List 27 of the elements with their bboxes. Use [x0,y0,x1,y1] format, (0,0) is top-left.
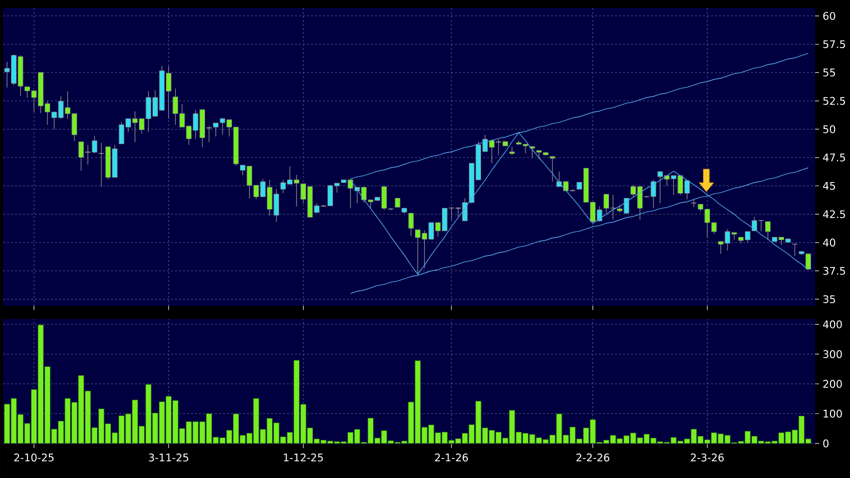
y-tick-label: 55 [823,68,835,76]
y-tick-label: 47.5 [823,154,845,162]
y-tick-label: 45 [823,182,835,190]
y-tick-label: 50 [823,125,836,134]
candlestick [550,156,556,182]
y-tick-label: 300 [823,350,842,358]
candlestick [765,221,771,240]
y-tick-label: 100 [824,410,842,418]
y-tick-label: 57.5 [823,40,845,48]
y-tick-label: 40 [823,238,836,246]
x-tick-label: 1-12-25 [284,454,323,462]
y-tick-label: 52.5 [823,96,845,105]
candlestick [509,146,515,156]
y-tick-label: 37.5 [823,266,845,275]
x-tick-label: 2-10-25 [14,454,54,462]
y-tick-label: 60 [823,12,836,20]
candlestick [408,212,414,236]
x-tick-label: 2-1-26 [435,454,468,462]
y-tick-label: 35 [823,295,835,304]
x-tick-label: 3-11-25 [148,454,188,462]
x-tick-label: 2-2-26 [576,454,610,462]
y-tick-label: 200 [823,380,842,388]
y-tick-label: 400 [823,320,842,328]
candlestick [792,244,798,256]
y-tick-label: 0 [823,439,829,448]
y-tick-label: 42.5 [823,210,845,218]
x-tick-label: 2-3-26 [690,454,724,462]
